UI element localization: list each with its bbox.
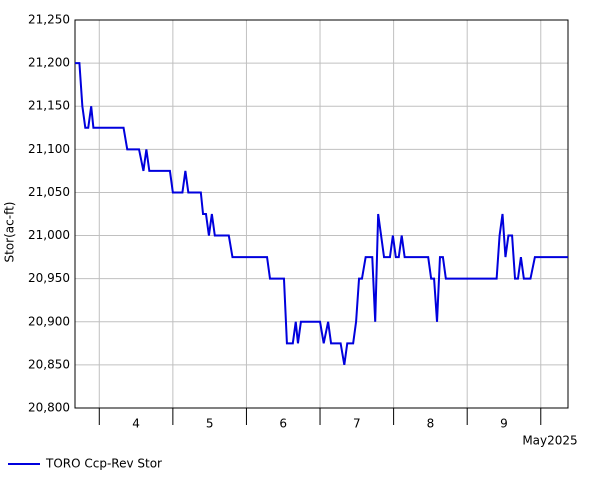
y-tick-label: 20,800 — [28, 401, 70, 415]
x-tick-label: 4 — [132, 417, 140, 431]
x-tick-label: 9 — [500, 417, 508, 431]
legend-label: TORO Ccp-Rev Stor — [45, 457, 162, 471]
data-line — [75, 62, 568, 366]
y-tick-label: 21,000 — [28, 228, 70, 242]
y-tick-label: 20,850 — [28, 357, 70, 371]
y-tick-label: 21,150 — [28, 99, 70, 113]
y-tick-label: 20,950 — [28, 271, 70, 285]
x-tick-label: 7 — [353, 417, 361, 431]
plot-area — [75, 20, 568, 408]
y-tick-label: 21,100 — [28, 142, 70, 156]
x-tick-label: 5 — [206, 417, 214, 431]
x-tick-label: 8 — [427, 417, 435, 431]
y-tick-label: 21,250 — [28, 13, 70, 27]
y-axis-label: Stor(ac-ft) — [3, 202, 17, 263]
plot-frame — [74, 19, 569, 409]
y-tick-label: 21,050 — [28, 185, 70, 199]
x-tick-label: 6 — [279, 417, 287, 431]
x-unit-label: May2025 — [522, 434, 577, 448]
y-tick-label: 21,200 — [28, 56, 70, 70]
y-tick-label: 20,900 — [28, 314, 70, 328]
